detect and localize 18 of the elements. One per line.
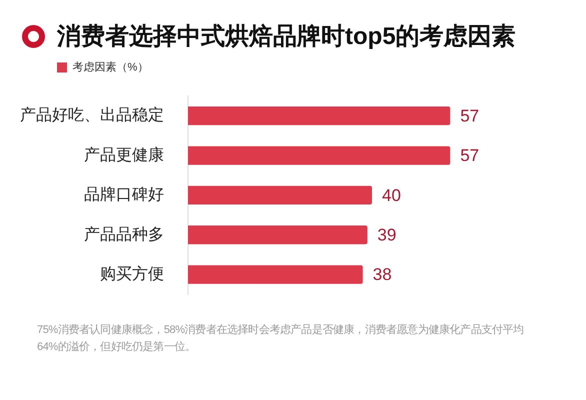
text: 75%消费者认同健康概念，58%消费者在选择时会考虑产品是否健康，消费者愿意为健康化产品支付平均64%的溢价，但好吃仍是第一位。 — [37, 322, 525, 355]
data-label: 57 — [460, 106, 480, 126]
bar — [188, 106, 450, 126]
bar — [188, 265, 363, 284]
data-label: 40 — [382, 186, 401, 205]
bar — [188, 226, 368, 244]
data-label: 38 — [372, 265, 392, 284]
y-tick-label: 品牌口碑好 — [84, 186, 164, 204]
y-tick-label: 产品更健康 — [84, 146, 164, 164]
legend-label: 考虑因素（%） — [72, 60, 148, 74]
chart-title: 消费者选择中式烘焙品牌时top5的考虑因素 — [57, 22, 516, 52]
y-tick-label: 产品品种多 — [84, 225, 164, 244]
bar — [188, 186, 372, 205]
y-tick-label: 购买方便 — [100, 264, 164, 283]
data-label: 39 — [377, 226, 396, 245]
bar — [188, 146, 450, 165]
data-label: 57 — [460, 146, 480, 166]
y-tick-label: 产品好吃、出品稳定 — [20, 106, 164, 124]
